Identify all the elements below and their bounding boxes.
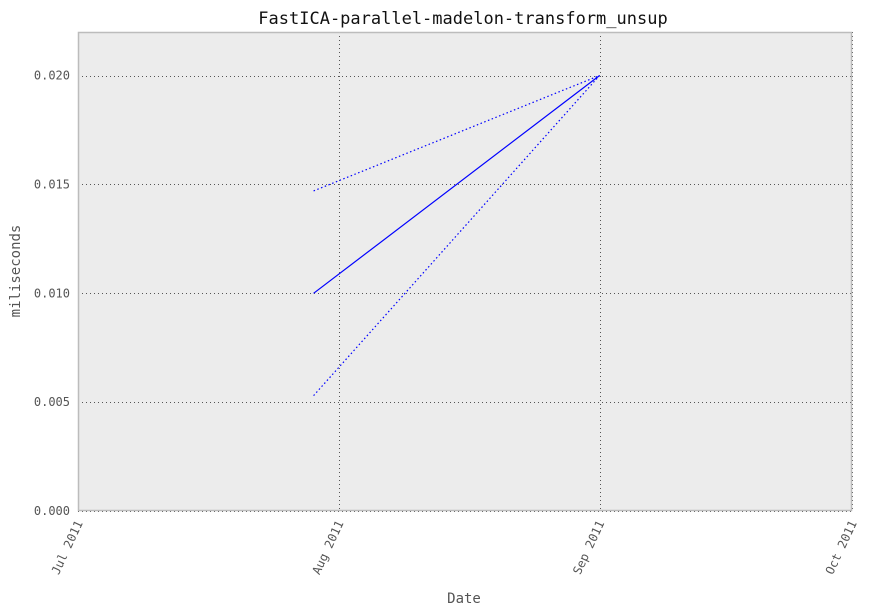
plot-area bbox=[78, 32, 852, 511]
x-tick-label: Oct 2011 bbox=[823, 518, 860, 576]
y-tick-label: 0.000 bbox=[34, 504, 70, 518]
series-lines bbox=[313, 74, 601, 396]
chart-title: FastICA-parallel-madelon-transform_unsup bbox=[258, 9, 667, 29]
series-line-solid bbox=[313, 75, 600, 294]
grid bbox=[78, 32, 853, 512]
y-tick-label: 0.020 bbox=[34, 69, 70, 83]
y-tick-label: 0.015 bbox=[34, 177, 70, 191]
x-tick-label: Aug 2011 bbox=[309, 518, 346, 576]
x-axis-label: Date bbox=[447, 591, 481, 607]
x-tick-labels: Jul 2011 Aug 2011 Sep 2011 Oct 2011 bbox=[49, 518, 860, 576]
y-tick-label: 0.005 bbox=[34, 395, 70, 409]
x-tick-label: Jul 2011 bbox=[49, 518, 86, 576]
axes-frame bbox=[77, 31, 853, 512]
series-line-dotted bbox=[313, 74, 600, 192]
y-axis-label: miliseconds bbox=[8, 225, 24, 318]
x-tick-label: Sep 2011 bbox=[570, 518, 607, 576]
y-tick-labels: 0.000 0.005 0.010 0.015 0.020 bbox=[34, 69, 70, 518]
y-tick-label: 0.010 bbox=[34, 286, 70, 300]
